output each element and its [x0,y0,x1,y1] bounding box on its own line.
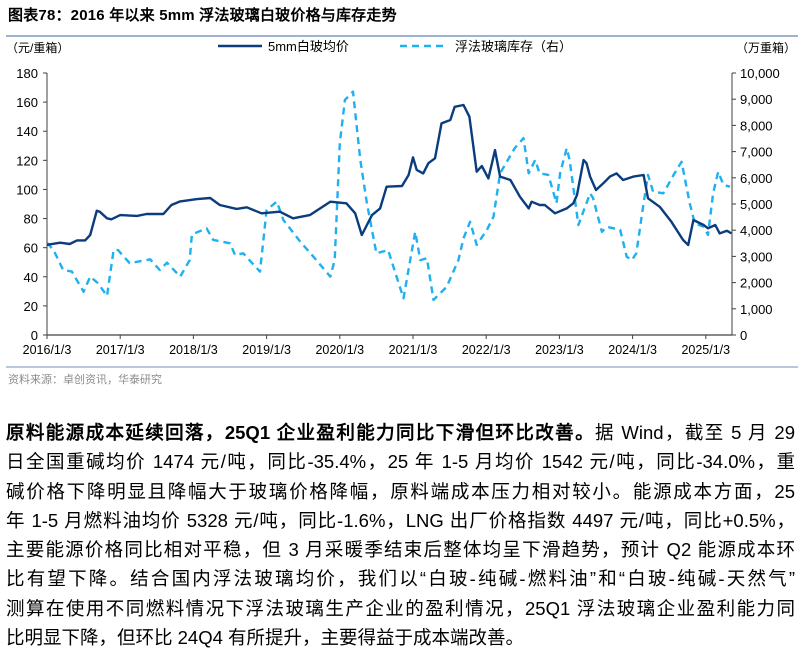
left-tick-label: 20 [24,299,38,314]
right-tick-label: 3,000 [740,249,773,264]
x-tick-label: 2025/1/3 [681,343,730,357]
paragraph-line: 比明显下降，但环比 24Q4 有所提升，主要得益于成本端改善。 [6,627,525,649]
x-tick-label: 2024/1/3 [608,343,657,357]
right-tick-label: 10,000 [740,66,780,81]
right-tick-label: 2,000 [740,276,773,291]
price-inventory-chart: 5mm白玻均价 浮法玻璃库存（右） （元/重箱） （万重箱） 0 20 40 60 80… [6,39,796,357]
x-tick-label: 2023/1/3 [535,343,584,357]
paragraph-line: 年 1-5 月燃料油均价 5328 元/吨，同比-1.6%，LNG 出厂价格指数… [6,509,795,531]
left-tick-label: 120 [16,153,38,168]
x-tick-label: 2019/1/3 [242,343,291,357]
figure-title: 图表78：2016 年以来 5mm 浮法玻璃白玻价格与库存走势 [8,7,397,24]
paragraph-line: 日全国重碱均价 1474 元/吨，同比-35.4%，25 年 1-5 月均价 1… [6,451,795,473]
left-tick-label: 180 [16,66,38,81]
left-tick-label: 160 [16,95,38,110]
x-tick-label: 2022/1/3 [462,343,511,357]
paragraph-line: 主要能源价格同比相对平稳，但 3 月采暖季结束后整体均呈下滑趋势，预计 Q2 能… [6,539,795,561]
legend: 5mm白玻均价 浮法玻璃库存（右） [218,39,572,54]
x-tick-label: 2017/1/3 [96,343,145,357]
left-tick-label: 40 [24,270,38,285]
paragraph-line: 碱价格下降明显且降幅大于玻璃价格降幅，原料端成本压力相对较小。能源成本方面，25 [6,480,795,502]
paragraph-line: 原料能源成本延续回落，25Q1 企业盈利能力同比下滑但环比改善。据 Wind，截… [6,422,795,443]
right-tick-label: 6,000 [740,171,773,186]
x-tick-label: 2020/1/3 [315,343,364,357]
left-tick-label: 100 [16,182,38,197]
right-tick-label: 9,000 [740,92,773,107]
legend-label-price: 5mm白玻均价 [268,39,349,54]
inventory-series-line [46,90,731,302]
left-tick-label: 60 [24,241,38,256]
paragraph-line: 比有望下降。结合国内浮法玻璃均价，我们以“白玻-纯碱-燃料油”和“白玻-纯碱-天… [6,568,795,590]
paragraph-headline: 原料能源成本延续回落，25Q1 企业盈利能力同比下滑但环比改善。 [6,422,595,443]
right-tick-label: 0 [740,328,747,343]
left-axis-unit: （元/重箱） [6,40,69,55]
legend-label-inventory: 浮法玻璃库存（右） [455,39,572,54]
source-divider [6,366,798,368]
paragraph-line: 测算在使用不同燃料情况下浮法玻璃生产企业的盈利情况，25Q1 浮法玻璃企业盈利能… [6,597,795,619]
source-note: 资料来源：卓创资讯，华泰研究 [8,374,162,386]
title-divider [6,35,798,37]
left-tick-label: 0 [31,328,38,343]
right-tick-label: 4,000 [740,223,773,238]
right-tick-label: 8,000 [740,118,773,133]
x-tick-label: 2016/1/3 [23,343,72,357]
price-series-line [46,103,733,247]
right-tick-label: 7,000 [740,145,773,160]
left-tick-label: 80 [24,212,38,227]
right-tick-label: 5,000 [740,197,773,212]
right-tick-label: 1,000 [740,302,773,317]
x-tick-label: 2018/1/3 [169,343,218,357]
analysis-paragraph: 原料能源成本延续回落，25Q1 企业盈利能力同比下滑但环比改善。据 Wind，截… [6,418,795,652]
left-tick-label: 140 [16,124,38,139]
x-tick-label: 2021/1/3 [389,343,438,357]
right-axis-unit: （万重箱） [736,40,796,55]
